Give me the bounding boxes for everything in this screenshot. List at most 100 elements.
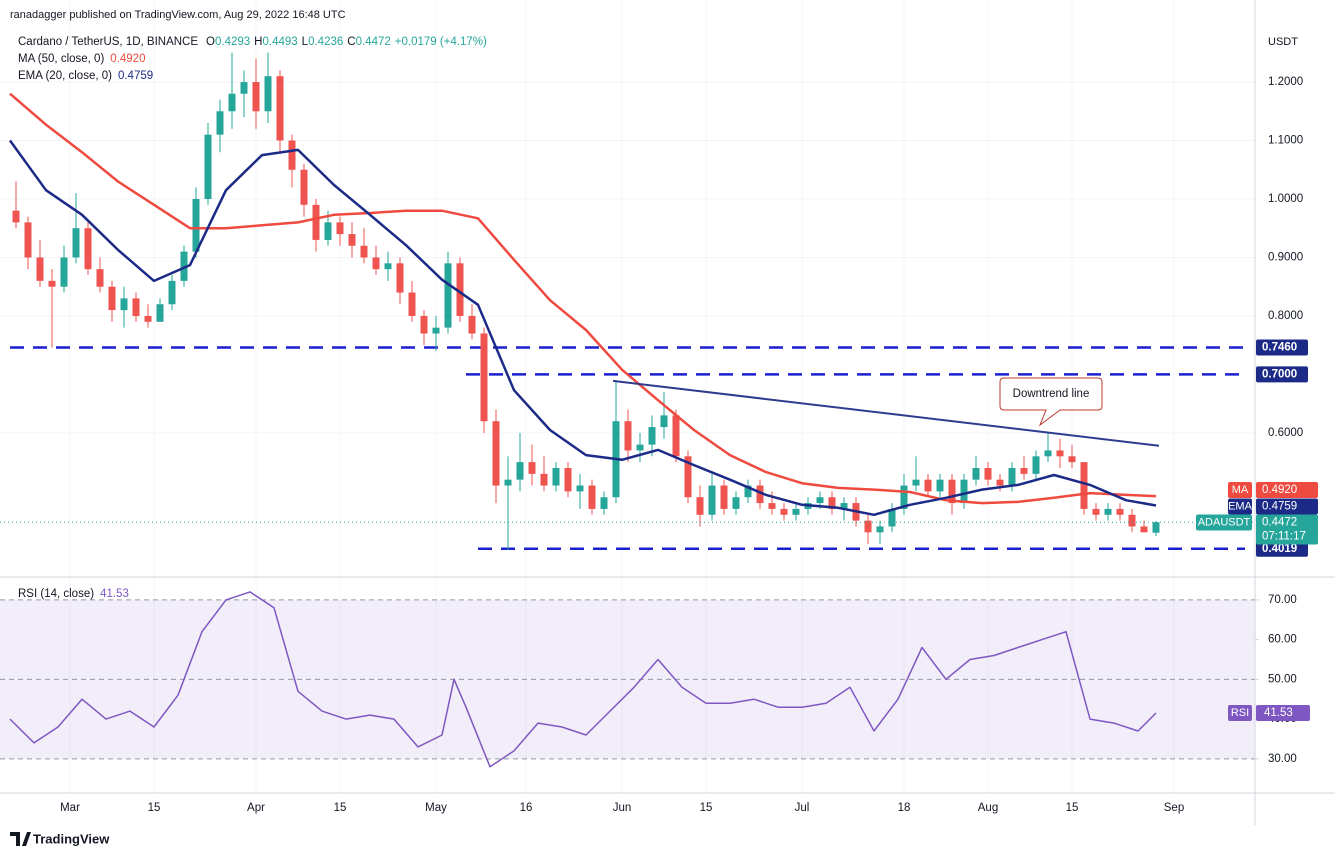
high-value: 0.4493 xyxy=(262,36,297,48)
candle-body xyxy=(936,479,944,492)
candle-body xyxy=(960,479,968,504)
x-tick-label: 15 xyxy=(1066,802,1079,814)
rsi-name-badge xyxy=(1228,705,1252,722)
candle-body xyxy=(420,315,428,334)
candle-body xyxy=(204,134,212,199)
candle-body xyxy=(1020,467,1028,474)
level-badge xyxy=(1256,366,1308,383)
x-tick-label: 15 xyxy=(148,802,161,814)
candle-body xyxy=(816,497,824,504)
candle-body xyxy=(792,508,800,515)
y-tick-label: 1.2000 xyxy=(1268,76,1303,88)
candle-body xyxy=(828,497,836,509)
candle-body xyxy=(444,263,452,328)
rsi-value: 41.53 xyxy=(100,588,129,600)
y-tick-label: 0.8000 xyxy=(1268,310,1303,322)
candle-body xyxy=(1068,456,1076,463)
candle-body xyxy=(492,421,500,486)
rsi-title: RSI (14, close) xyxy=(18,588,94,600)
level-label: 0.7000 xyxy=(1262,368,1297,380)
trendline xyxy=(612,379,1160,447)
candle-body xyxy=(900,485,908,509)
candle-body xyxy=(660,415,668,428)
ema-line xyxy=(8,139,1157,517)
candle-body xyxy=(1032,456,1040,474)
candle-body xyxy=(1140,526,1148,533)
price-name-badge xyxy=(1196,514,1252,531)
candle-body xyxy=(564,467,572,492)
rsi-tick-label: 70.00 xyxy=(1268,594,1297,606)
candle-body xyxy=(768,503,776,509)
ohlc-label: C xyxy=(347,36,355,48)
y-tick-label: 0.9000 xyxy=(1268,252,1303,264)
candle-body xyxy=(360,245,368,258)
candle-body xyxy=(264,76,272,112)
candle-body xyxy=(312,204,320,240)
candle-body xyxy=(756,485,764,504)
candle-body xyxy=(1044,450,1052,457)
grid xyxy=(0,0,1255,793)
level-badge xyxy=(1256,339,1308,356)
legend-rsi: RSI (14, close) 41.53 xyxy=(18,588,129,600)
level-badge xyxy=(1256,540,1308,557)
candle-body xyxy=(1092,508,1100,515)
candle-body xyxy=(588,485,596,509)
y-tick-label: 0.6000 xyxy=(1268,427,1303,439)
candle-body xyxy=(276,76,284,141)
x-tick-label: Apr xyxy=(247,802,265,814)
candle-body xyxy=(252,82,260,112)
callout-text: Downtrend line xyxy=(1013,388,1090,400)
candle-body xyxy=(732,497,740,509)
candle-body xyxy=(408,292,416,316)
candle-body xyxy=(192,198,200,252)
legend-symbol: Cardano / TetherUS, 1D, BINANCE O0.4293 H0… xyxy=(18,36,487,48)
candle-body xyxy=(84,228,92,270)
candle-body xyxy=(648,427,656,445)
candle-body xyxy=(996,479,1004,486)
ema-value: 0.4759 xyxy=(1262,501,1297,513)
low-value: 0.4236 xyxy=(308,36,343,48)
rsi-name: RSI xyxy=(1231,707,1249,719)
x-tick-label: Mar xyxy=(60,802,80,814)
candle-body xyxy=(744,485,752,498)
price-timer: 07:11:17 xyxy=(1262,531,1306,543)
candle-body xyxy=(636,444,644,451)
candle-body xyxy=(600,497,608,509)
candle-body xyxy=(72,228,80,258)
candle-body xyxy=(504,479,512,486)
candle-body xyxy=(1056,450,1064,457)
candle-body xyxy=(528,462,536,474)
ohlc-label: H xyxy=(254,36,262,48)
x-tick-label: 18 xyxy=(898,802,911,814)
candle-body xyxy=(300,169,308,205)
candle-body xyxy=(48,280,56,287)
x-tick-label: 15 xyxy=(334,802,347,814)
change: +0.0179 (+4.17%) xyxy=(395,36,487,48)
publisher: ranadagger published on TradingView.com,… xyxy=(10,9,346,21)
x-tick-label: Aug xyxy=(978,802,998,814)
rsi-value-label: 41.53 xyxy=(1264,707,1293,719)
candle-body xyxy=(984,467,992,480)
candle-body xyxy=(228,93,236,112)
candle-body xyxy=(1104,508,1112,515)
candle-body xyxy=(336,222,344,235)
plot xyxy=(0,52,1255,768)
y-tick-label: 1.0000 xyxy=(1268,193,1303,205)
candle-body xyxy=(624,421,632,451)
candle-body xyxy=(708,485,716,515)
candle-body xyxy=(120,298,128,311)
level-label: 0.7460 xyxy=(1262,342,1297,354)
ma-name-badge xyxy=(1228,482,1252,499)
candle-body xyxy=(108,286,116,311)
price-name: ADAUSDT xyxy=(1198,516,1251,528)
candle-body xyxy=(384,263,392,270)
ma-line xyxy=(9,92,1157,505)
price-value: 0.4472 xyxy=(1262,517,1297,529)
ohlc-label: O xyxy=(206,36,215,48)
symbol: Cardano / TetherUS, 1D, BINANCE xyxy=(18,36,198,48)
candle-body xyxy=(468,315,476,334)
price-value-badge xyxy=(1256,514,1318,545)
